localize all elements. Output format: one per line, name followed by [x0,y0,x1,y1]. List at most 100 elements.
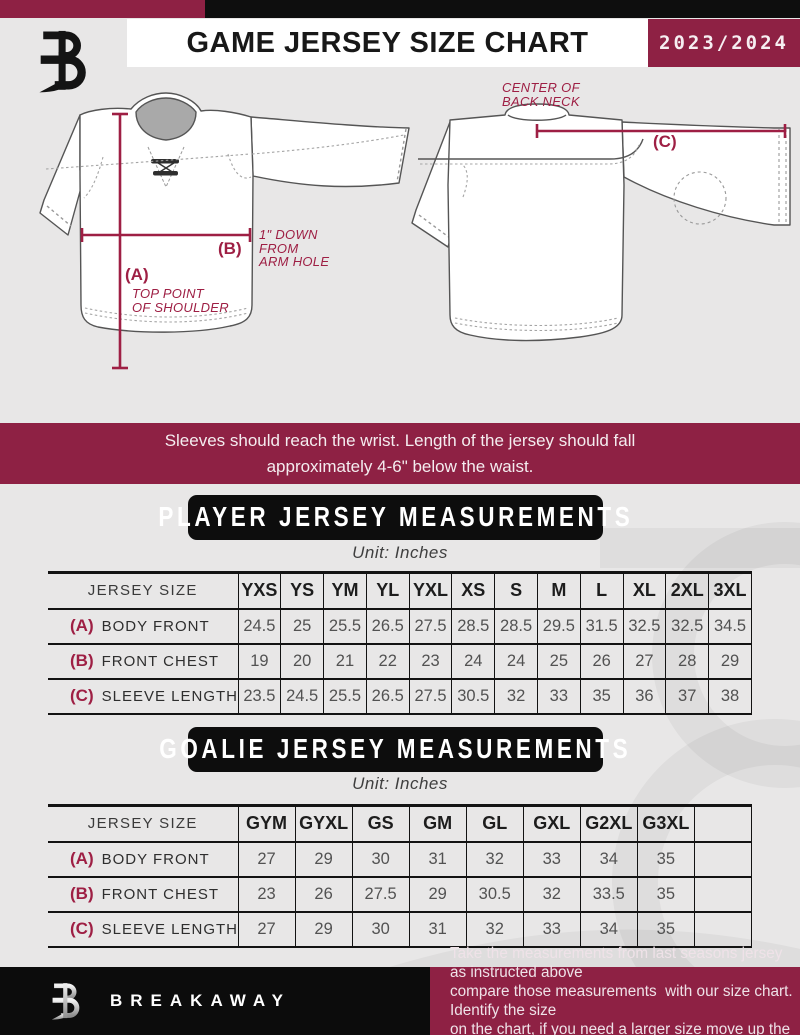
size-column-header: 3XL [708,572,752,609]
header-row: JERSEY SIZE YXS YS YM YL YXL XS S M L XL 2XL 3XL [48,572,752,609]
center-back-neck-note: CENTER OF BACK NECK [502,80,580,109]
measurement-value: 26 [579,643,624,679]
measurement-value: 27 [622,643,666,679]
measurement-value: 24 [451,643,495,679]
size-column-header: GS [351,805,410,842]
measurement-value: 35 [636,911,695,947]
row-letter: (C) [70,686,94,705]
goalie-unit-label: Unit: Inches [352,774,448,793]
goalie-section-title: GOALIE JERSEY MEASUREMENTS [159,733,632,765]
player-section-banner: PLAYER JERSEY MEASUREMENTS [158,495,629,540]
row-label: FRONT CHEST [101,653,220,670]
armhole-note: 1" DOWN FROM ARM HOLE [259,227,330,269]
measurement-value: 31 [408,841,467,877]
measurement-value: 20 [280,643,324,679]
row-label: BODY FRONT [101,851,210,868]
header-row: JERSEY SIZE GYM GYXL GS GM GL GXL G2XL G3XL [48,805,753,842]
table-corner-label: JERSEY SIZE [87,582,198,600]
measurement-value [693,841,753,877]
row-header: (A) BODY FRONT [48,842,238,877]
footer-brand-block: BREAKAWAY [0,967,430,1035]
measurement-value: 31.5 [579,608,624,644]
measurement-value: 26.5 [365,608,410,644]
front-jersey-drawing [39,92,410,333]
measurement-value: 33.5 [579,876,638,912]
measurement-value: 28.5 [494,608,538,644]
size-column-header [693,805,753,842]
size-column-header: M [536,572,581,609]
top-accent-black [205,0,800,18]
measurement-value [693,911,753,947]
footer-instructions: Take the measurements from last seasons … [430,945,800,1035]
back-jersey-drawing [411,103,791,342]
measurement-value: 30.5 [451,678,495,714]
row-header: (C) SLEEVE LENGTH [48,679,238,714]
measurement-value: 32.5 [665,608,709,644]
row-letter: (B) [70,651,94,670]
row-label: BODY FRONT [101,618,210,635]
size-column-header: GYM [237,805,296,842]
fit-note-line: approximately 4-6" below the waist. [266,456,534,476]
player-section-title: PLAYER JERSEY MEASUREMENTS [158,501,633,533]
brand-name: BREAKAWAY [110,991,291,1010]
measurement-value: 23 [237,876,296,912]
table-corner-label: JERSEY SIZE [87,815,198,833]
season-badge: 2023/2024 [648,19,800,67]
measurement-row: (B) FRONT CHEST 23 26 27.5 29 30.5 32 33.5 35 [48,876,753,912]
row-letter: (A) [70,616,94,635]
measurement-value: 37 [665,678,709,714]
row-letter: (C) [70,919,94,938]
measurement-value: 26 [294,876,353,912]
goalie-section-banner: GOALIE JERSEY MEASUREMENTS [160,727,628,772]
measurement-value: 27.5 [408,678,452,714]
row-label: SLEEVE LENGTH [101,921,238,938]
measurement-value: 29 [408,876,467,912]
breakaway-logo-footer [51,983,80,1020]
row-letter: (B) [70,884,94,903]
measurement-value: 21 [323,643,367,679]
measurement-value: 34 [579,841,638,877]
jersey-diagrams [39,92,791,370]
size-column-header: XS [451,572,495,609]
measurement-value: 24 [494,643,538,679]
measurement-lines [80,112,787,370]
measurement-value: 32 [465,911,524,947]
measurement-value: 38 [708,678,752,714]
measurement-value: 25.5 [323,608,367,644]
measurement-value: 24.5 [280,678,324,714]
measurement-value: 28 [665,643,709,679]
row-label: SLEEVE LENGTH [101,688,238,705]
measurement-value: 32 [465,841,524,877]
measurement-row: (A) BODY FRONT 27 29 30 31 32 33 34 35 [48,841,753,877]
breakaway-logo [39,30,86,93]
measurement-value: 29 [294,911,353,947]
measurement-row: (B) FRONT CHEST 19 20 21 22 23 24 24 25 26 27 28 29 [48,643,752,679]
top-accent-maroon [0,0,205,18]
footer-note-line: on the chart, if you need a larger size … [450,1021,791,1035]
measurement-value: 26.5 [365,678,410,714]
size-column-header: 2XL [665,572,709,609]
measurement-value: 33 [522,841,581,877]
measurement-value: 29 [708,643,752,679]
measure-c-label: (C) [653,132,677,151]
measurement-value: 31 [408,911,467,947]
measurement-value: 19 [237,643,281,679]
title-banner: GAME JERSEY SIZE CHART [127,19,648,67]
size-column-header: L [579,572,624,609]
size-column-header: GM [408,805,467,842]
size-column-header: YXL [408,572,452,609]
row-header: (A) BODY FRONT [48,609,238,644]
measurement-value: 33 [536,678,581,714]
measure-b-label: (B) [218,239,242,258]
player-size-table: JERSEY SIZE YXS YS YM YL YXL XS S M L XL 2XL 3XL (A) B… [48,571,752,715]
measurement-value: 30 [351,911,410,947]
size-column-header: YM [323,572,367,609]
fit-note-line: Sleeves should reach the wrist. Length o… [164,430,636,450]
size-column-header: GL [465,805,524,842]
measurement-value: 25 [280,608,324,644]
measurement-value: 35 [636,841,695,877]
measurement-row: (A) BODY FRONT 24.5 25 25.5 26.5 27.5 28.5 28.5 2… [48,608,752,644]
measurement-value [693,876,753,912]
row-letter: (A) [70,849,94,868]
